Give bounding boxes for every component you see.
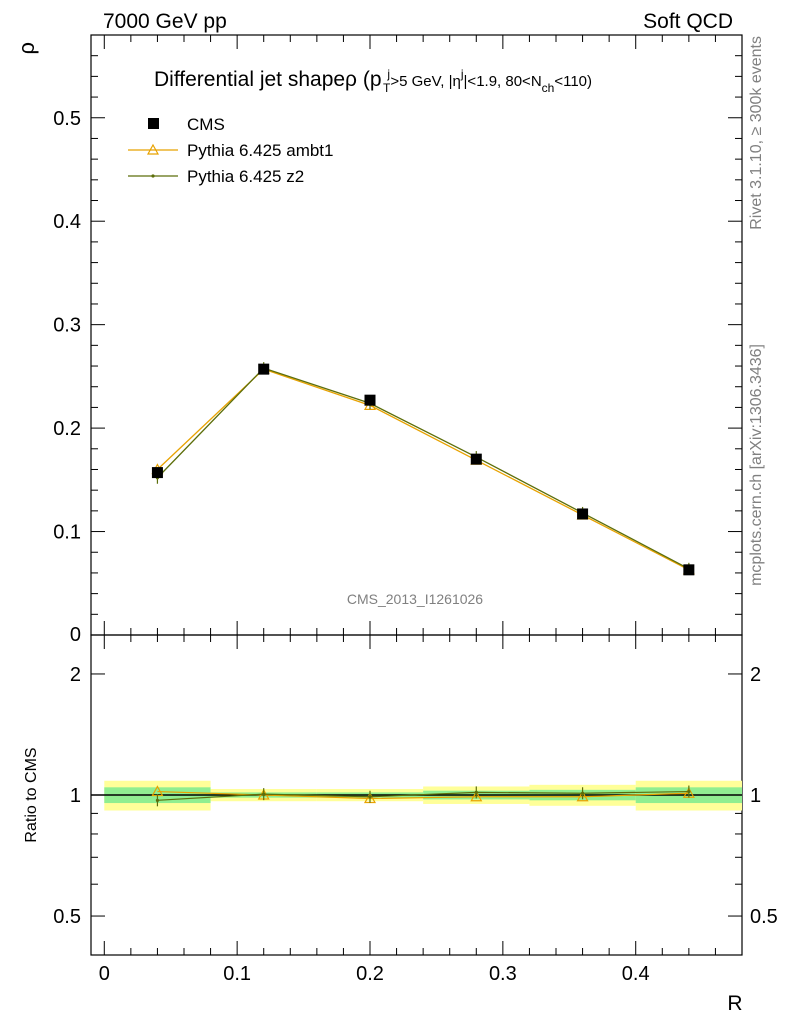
legend-label: Pythia 6.425 ambt1 [187,141,333,160]
ratio-y-label: Ratio to CMS [23,747,40,842]
title-n-subscript: ch [542,81,555,95]
main-y-tick-label: 0.3 [53,315,81,337]
main-y-tick-label: 0.4 [53,211,81,233]
title-pt-superscript: j [386,67,390,81]
main-y-tick-label: 0.5 [53,108,81,130]
main-y-tick-label: 0.1 [53,522,81,544]
ratio-y-tick-label: 0.5 [53,906,81,928]
ratio-y-tick-label-right: 1 [750,785,761,807]
main-y-label: ρ [14,42,39,55]
mcplots-label: mcplots.cern.ch [arXiv:1306.3436] [748,344,765,586]
x-axis-label: R [727,992,742,1015]
ratio-ambt1-point [576,790,589,802]
title-pt-subscript: T [383,81,391,95]
x-tick-label: 0.1 [223,963,251,985]
ratio-z2-point [687,789,691,794]
ratio-y-tick-label: 2 [70,664,81,686]
cms-point [470,453,482,465]
ratio-z2-point [368,795,372,799]
rivet-label: Rivet 3.1.10, ≥ 300k events [748,36,765,230]
cms-point [683,564,695,576]
cms-point [151,467,163,479]
x-tick-label: 0 [99,963,110,985]
ratio-line-2 [157,790,689,801]
x-tick-label: 0.3 [489,963,517,985]
legend-label: Pythia 6.425 z2 [187,167,304,186]
legend-cms-marker [148,118,159,129]
cms-point [364,394,376,406]
cms-point [577,508,589,520]
ratio-z2-point [474,790,478,795]
title-part-c: |<1.9, 80<N [464,73,542,90]
ratio-ambt1-point [470,790,483,802]
ratio-z2-point [155,798,160,802]
legend-z2-marker [151,174,155,178]
legend-ambt1-marker [146,143,160,155]
legend: CMS Pythia 6.425 ambt1 Pythia 6.425 z2 [128,115,333,186]
series-line-1 [156,368,690,571]
cms-point [258,363,270,375]
plot-title: Differential jet shapeρ (p j T>5 GeV, |ηj… [154,67,592,95]
title-part-b: >5 GeV, |η [390,73,460,90]
ratio-z2-point [262,792,266,796]
main-y-zero-label: 0 [70,624,81,646]
analysis-watermark: CMS_2013_I1261026 [347,591,483,607]
ratio-y-tick-label: 1 [70,785,81,807]
ratio-line-1 [157,790,689,800]
series-line-2 [156,367,690,570]
ratio-y-tick-label-right: 0.5 [750,906,778,928]
title-part-d: <110) [554,73,592,90]
x-tick-label: 0.4 [622,963,650,985]
main-plot-axes: 0.1 0.2 0.3 0.4 0.5 0 [53,34,743,646]
header-right-label: Soft QCD [643,10,733,33]
header-left-label: 7000 GeV pp [103,10,227,33]
title-eta-superscript: j [460,67,464,81]
ratio-z2-point [580,791,585,795]
legend-label: CMS [187,115,225,134]
ratio-y-tick-label-right: 2 [750,664,761,686]
title-part-a: Differential jet shapeρ (p [154,68,382,91]
x-tick-label: 0.2 [356,963,384,985]
main-y-tick-label: 0.2 [53,418,81,440]
ratio-plot-axes: 0 0.1 0.2 0.3 0.4 0.5 0.5 1 1 2 2 [53,635,778,985]
